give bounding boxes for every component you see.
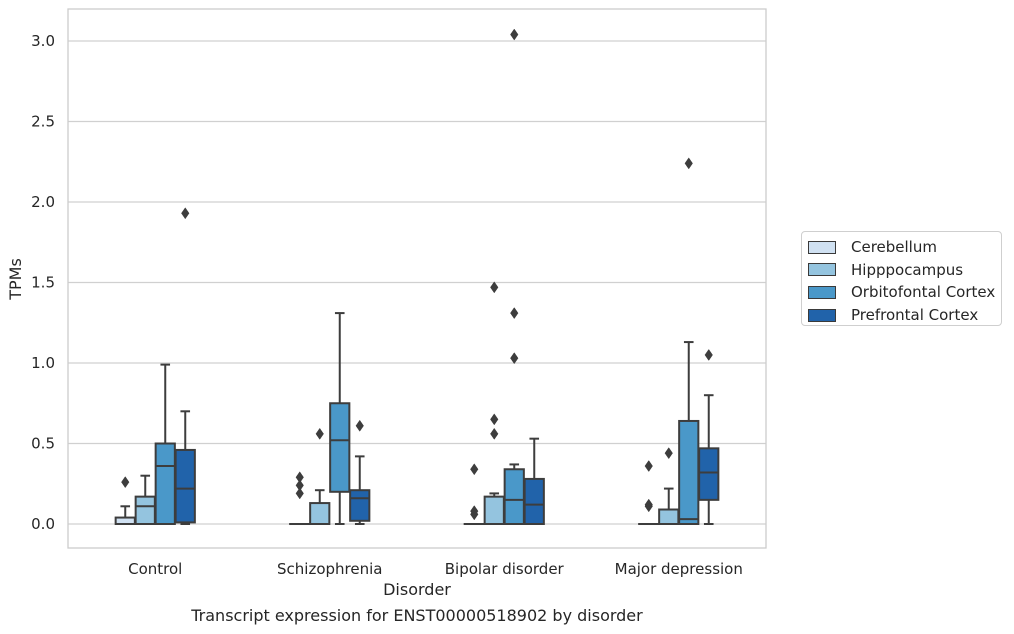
box-iqr: [678, 419, 700, 525]
outlier-point: [704, 349, 713, 361]
box-orbitofontal-cortex: [503, 28, 525, 526]
x-tick-label: Major depression: [615, 560, 743, 578]
box-iqr: [658, 508, 680, 526]
legend: Cerebellum Hipppocampus Orbitofontal Corte…: [801, 231, 1002, 326]
legend-swatch: [808, 240, 836, 254]
box-iqr: [503, 468, 525, 526]
y-tick-label: 1.0: [31, 354, 55, 372]
outlier-point: [470, 505, 479, 518]
box-iqr: [154, 442, 176, 525]
y-tick-label: 0.5: [31, 435, 55, 453]
box-iqr: [174, 448, 196, 524]
box-prefrontal-cortex: [523, 437, 545, 526]
outlier-point: [181, 207, 190, 220]
outlier-point: [295, 487, 304, 500]
box-iqr: [698, 447, 720, 501]
y-tick-label: 3.0: [31, 32, 55, 50]
box-cerebellum: [638, 460, 660, 526]
x-tick-label: Schizophrenia: [277, 560, 382, 578]
box-iqr: [349, 489, 371, 522]
outlier-point: [295, 479, 304, 492]
y-tick-label: 0.0: [31, 515, 55, 533]
legend-label: Cerebellum: [851, 238, 937, 257]
outlier-point: [510, 352, 519, 365]
outlier-point: [295, 471, 304, 484]
legend-item: Prefrontal Cortex: [808, 304, 1001, 327]
outlier-point: [490, 413, 499, 426]
legend-item: Cerebellum: [808, 236, 1001, 259]
outlier-point: [315, 427, 324, 440]
box-hipppocampus: [483, 281, 505, 526]
box-cerebellum: [463, 463, 485, 526]
y-tick-label: 2.5: [31, 113, 55, 131]
box-prefrontal-cortex: [174, 207, 196, 525]
box-orbitofontal-cortex: [678, 157, 700, 525]
figure-caption: Transcript expression for ENST0000051890…: [191, 606, 643, 625]
y-axis-label: TPMs: [6, 258, 25, 301]
y-tick-label: 1.5: [31, 274, 55, 292]
outlier-point: [644, 460, 653, 472]
legend-swatch: [808, 285, 836, 299]
outlier-point: [684, 157, 693, 170]
y-tick-label: 2.0: [31, 193, 55, 211]
plot-frame: [67, 8, 767, 549]
x-axis-label: Disorder: [383, 580, 451, 599]
box-cerebellum: [289, 471, 311, 526]
outlier-point: [510, 28, 519, 41]
legend-label: Hipppocampus: [851, 260, 964, 279]
outlier-point: [470, 463, 479, 476]
box-hipppocampus: [134, 474, 156, 526]
outlier-point: [664, 447, 673, 460]
outlier-point: [121, 476, 130, 489]
legend-swatch: [808, 308, 836, 322]
x-tick-labels: Control Schizophrenia Bipolar disorder Majo…: [128, 560, 743, 578]
x-tick-label: Control: [128, 560, 182, 578]
box-orbitofontal-cortex: [154, 363, 176, 525]
legend-item: Orbitofontal Cortex: [808, 281, 1001, 304]
legend-item: Hipppocampus: [808, 259, 1001, 282]
box-iqr: [483, 495, 505, 526]
box-iqr: [329, 402, 351, 493]
y-tick-labels: 0.0 0.5 1.0 1.5 2.0 2.5 3.0: [31, 32, 55, 533]
box-hipppocampus: [309, 427, 331, 526]
outlier-point: [490, 427, 499, 440]
box-plots: [114, 28, 720, 526]
legend-swatch: [808, 263, 836, 277]
box-iqr: [134, 495, 156, 526]
outlier-point: [510, 307, 519, 320]
x-tick-label: Bipolar disorder: [445, 560, 565, 578]
legend-label: Prefrontal Cortex: [851, 306, 979, 325]
box-prefrontal-cortex: [349, 419, 371, 525]
box-iqr: [523, 477, 545, 526]
box-cerebellum: [114, 476, 136, 525]
outlier-point: [490, 281, 499, 294]
outlier-point: [644, 498, 653, 511]
outlier-point: [355, 419, 364, 432]
box-iqr: [309, 502, 331, 526]
box-orbitofontal-cortex: [329, 312, 351, 525]
box-hipppocampus: [658, 447, 680, 526]
legend-label: Orbitofontal Cortex: [851, 283, 996, 302]
box-prefrontal-cortex: [698, 349, 720, 525]
